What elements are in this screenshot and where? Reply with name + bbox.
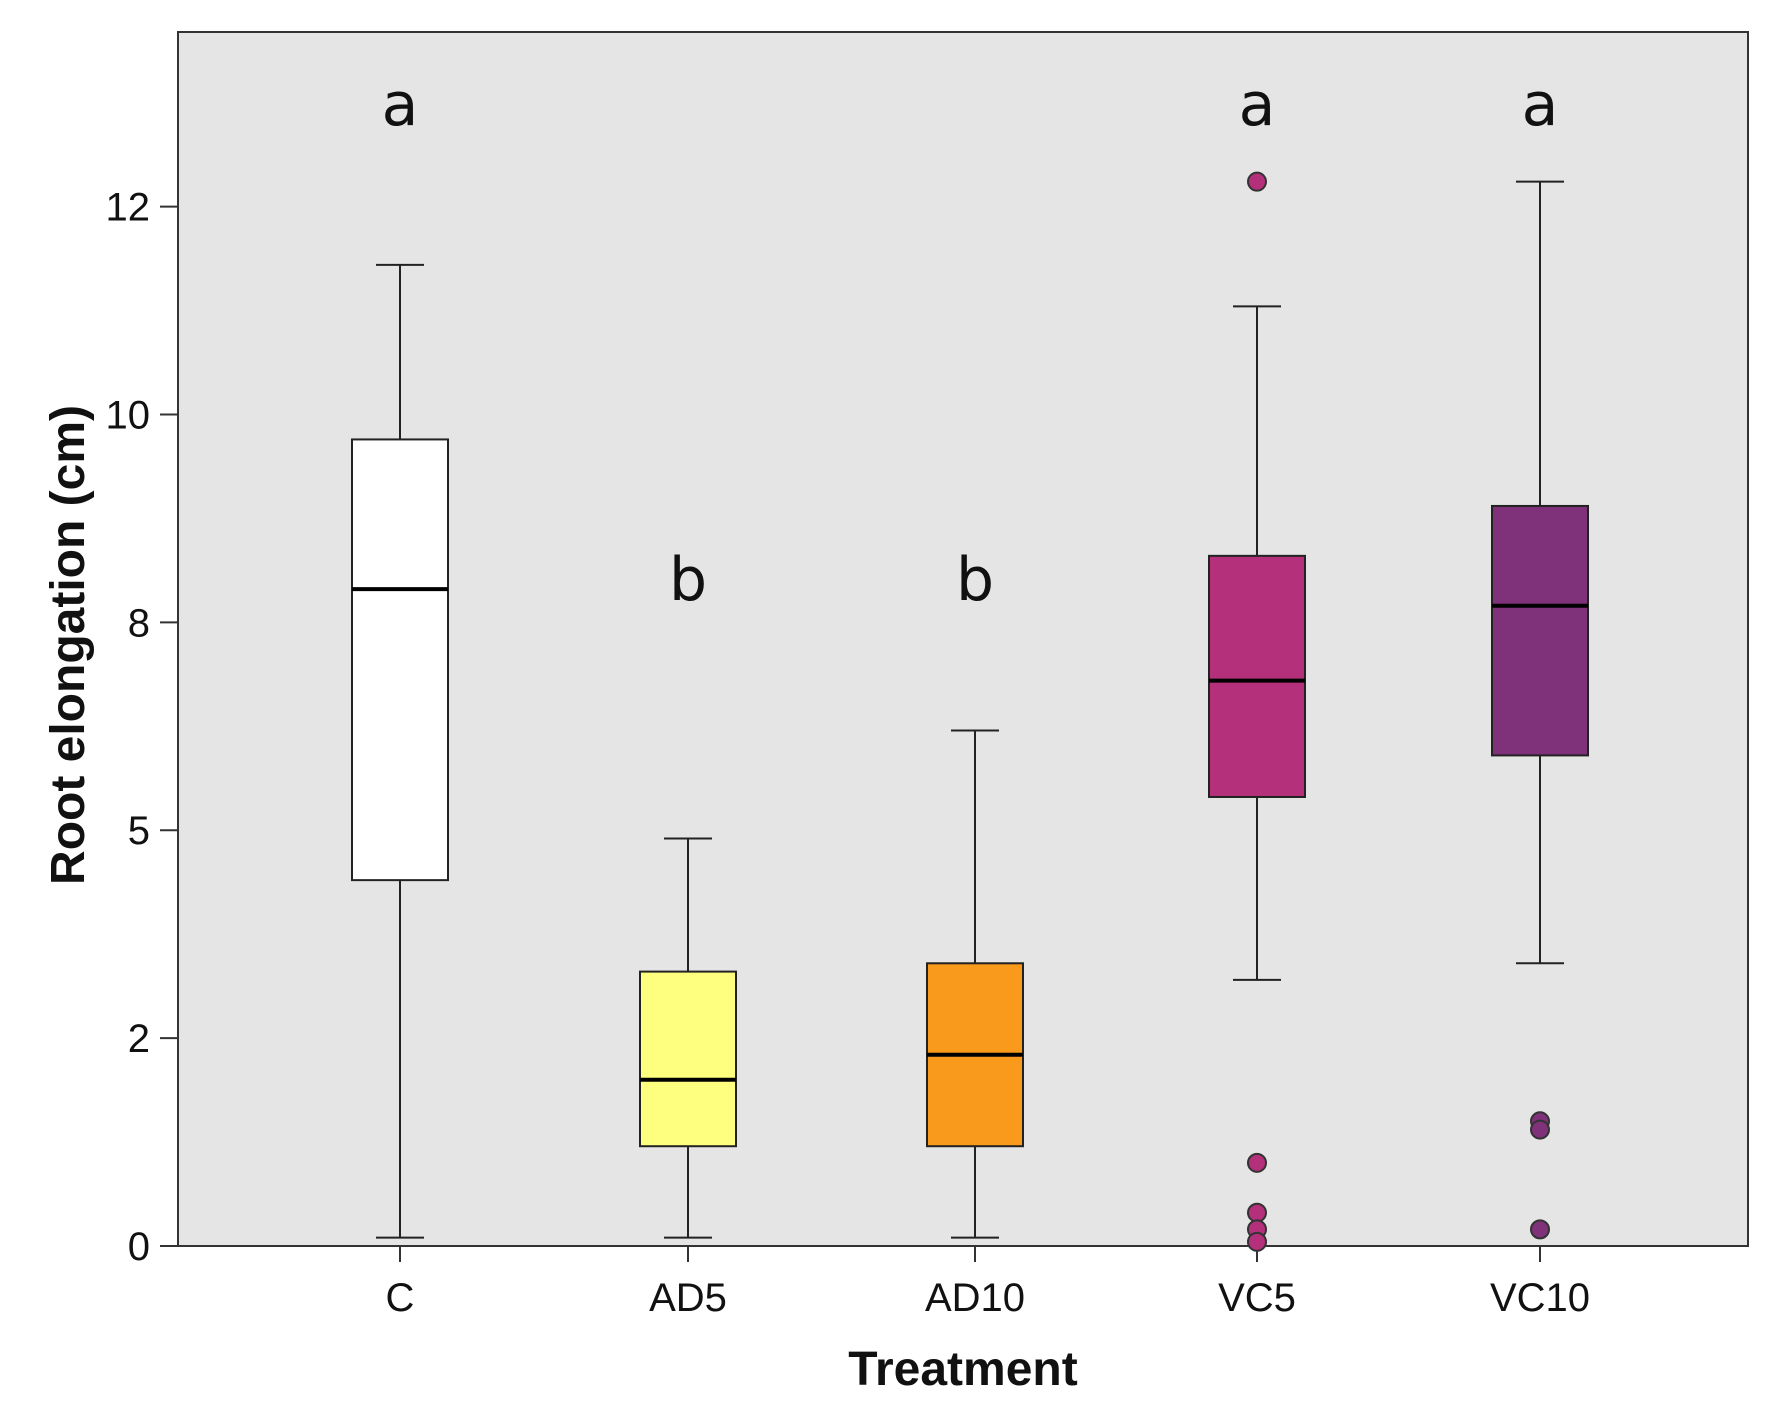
x-axis-title: Treatment (848, 1343, 1077, 1396)
x-tick-label: AD5 (649, 1276, 727, 1320)
outlier-point (1247, 1202, 1267, 1223)
box-series (351, 180, 1589, 1239)
box-iqr (1208, 554, 1306, 798)
box-ad10 (926, 729, 1024, 1239)
y-tick-label: 2 (128, 1017, 150, 1061)
x-tick-label: VC5 (1218, 1276, 1296, 1320)
significance-letter: a (382, 70, 419, 140)
y-tick-label: 8 (128, 601, 150, 645)
box-iqr (639, 970, 737, 1148)
outlier-point (1530, 1119, 1550, 1140)
box-vc10 (1491, 180, 1589, 965)
box-iqr (351, 438, 449, 882)
y-axis: 0 2 5 8 10 12 (106, 186, 178, 1269)
box-c (351, 263, 449, 1239)
outlier-series (1247, 171, 1550, 1252)
x-tick-label: C (386, 1276, 415, 1320)
y-tick-label: 10 (106, 393, 151, 437)
outlier-point (1247, 1152, 1267, 1173)
box-vc5 (1208, 305, 1306, 981)
y-tick-label: 5 (128, 809, 150, 853)
y-tick-label: 0 (128, 1225, 150, 1269)
box-ad5 (639, 837, 737, 1239)
significance-letters: a b b a a (382, 70, 1559, 615)
y-tick-label: 12 (106, 186, 151, 230)
x-axis: C AD5 AD10 VC5 VC10 (386, 1246, 1590, 1320)
significance-letter: b (956, 545, 994, 615)
x-tick-label: AD10 (925, 1276, 1025, 1320)
significance-letter: b (669, 545, 707, 615)
x-tick-label: VC10 (1490, 1276, 1590, 1320)
outlier-point (1530, 1219, 1550, 1240)
significance-letter: a (1239, 70, 1276, 140)
outlier-point (1247, 1231, 1267, 1252)
y-axis-title: Root elongation (cm) (42, 405, 95, 885)
significance-letter: a (1522, 70, 1559, 140)
outlier-point (1247, 171, 1267, 192)
box-iqr (1491, 504, 1589, 757)
